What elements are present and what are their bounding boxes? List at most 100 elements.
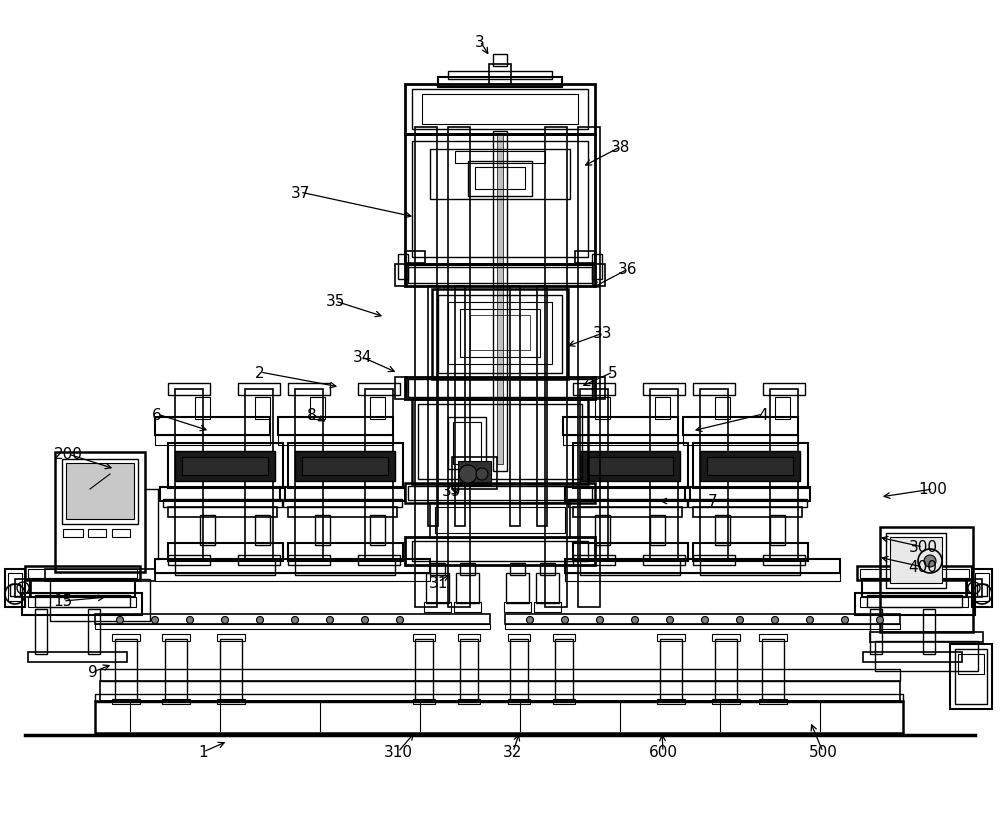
Bar — [712, 634, 740, 641]
Circle shape — [562, 617, 568, 623]
Bar — [25, 566, 140, 580]
Text: 37: 37 — [290, 185, 310, 200]
Bar — [30, 580, 135, 597]
Bar — [405, 484, 595, 503]
Bar — [100, 669, 900, 681]
Text: 33: 33 — [593, 326, 613, 341]
Bar — [220, 639, 242, 701]
Bar — [426, 573, 449, 604]
Text: 34: 34 — [352, 350, 372, 365]
Bar — [972, 570, 992, 607]
Bar — [418, 405, 582, 479]
Bar — [155, 417, 270, 436]
Bar — [580, 560, 680, 575]
Text: 38: 38 — [610, 140, 630, 156]
Bar — [568, 499, 687, 508]
Bar — [643, 383, 685, 396]
Bar — [115, 639, 137, 701]
Bar — [430, 150, 570, 200]
Bar — [458, 461, 491, 485]
Bar — [238, 383, 280, 396]
Bar — [650, 389, 678, 560]
Bar — [693, 543, 808, 561]
Bar — [540, 563, 555, 575]
Bar — [493, 55, 507, 67]
Circle shape — [187, 617, 194, 623]
Bar — [162, 699, 190, 704]
Bar — [255, 397, 270, 420]
Bar — [395, 265, 407, 286]
Bar — [508, 634, 530, 641]
Circle shape — [806, 617, 814, 623]
Circle shape — [362, 617, 369, 623]
Text: 32: 32 — [503, 744, 523, 759]
Circle shape — [117, 617, 124, 623]
Bar — [857, 566, 972, 580]
Bar — [438, 296, 562, 373]
Bar — [592, 255, 602, 280]
Circle shape — [596, 617, 604, 623]
Bar — [775, 397, 790, 420]
Bar — [700, 560, 800, 575]
Bar — [575, 252, 595, 263]
Bar — [195, 397, 210, 420]
Bar — [155, 436, 270, 445]
Bar — [763, 383, 805, 396]
Bar — [715, 515, 730, 546]
Bar — [28, 652, 127, 662]
Bar — [430, 563, 445, 575]
Bar — [175, 560, 275, 575]
Bar — [759, 699, 787, 704]
Bar — [448, 72, 552, 80]
Bar — [955, 649, 987, 704]
Bar — [395, 378, 407, 400]
Bar — [553, 699, 575, 704]
Bar — [460, 563, 475, 575]
Bar — [412, 400, 588, 484]
Circle shape — [924, 556, 936, 567]
Bar — [700, 389, 728, 560]
Bar — [537, 286, 547, 527]
Bar — [890, 537, 942, 583]
Bar — [438, 78, 562, 88]
Bar — [155, 560, 430, 573]
Bar — [430, 503, 570, 538]
Circle shape — [632, 617, 639, 623]
Bar — [715, 397, 730, 420]
Circle shape — [876, 617, 884, 623]
Bar — [510, 286, 520, 527]
Bar — [715, 639, 737, 701]
Bar — [112, 529, 130, 537]
Bar — [288, 508, 397, 518]
Bar — [408, 486, 592, 500]
Bar — [288, 444, 403, 489]
Bar — [413, 699, 435, 704]
Bar — [8, 573, 22, 601]
Bar — [415, 639, 433, 701]
Bar — [563, 436, 678, 445]
Text: 600: 600 — [648, 744, 678, 759]
Bar — [358, 383, 400, 396]
Bar — [165, 639, 187, 701]
Text: 4: 4 — [758, 407, 768, 422]
Bar — [545, 128, 567, 607]
Bar — [424, 602, 451, 612]
Circle shape — [327, 617, 334, 623]
Bar — [923, 609, 935, 654]
Bar — [505, 624, 900, 629]
Bar — [565, 573, 840, 581]
Circle shape — [702, 617, 708, 623]
Bar — [510, 639, 528, 701]
Bar — [405, 135, 595, 265]
Bar — [534, 602, 561, 612]
Text: 39: 39 — [442, 484, 462, 499]
Text: 3: 3 — [475, 35, 485, 50]
Bar — [458, 634, 480, 641]
Bar — [432, 290, 568, 379]
Bar — [405, 378, 595, 400]
Text: 300: 300 — [908, 540, 938, 555]
Circle shape — [222, 617, 229, 623]
Text: 8: 8 — [307, 407, 317, 422]
Bar — [770, 389, 798, 560]
Bar — [15, 580, 31, 597]
